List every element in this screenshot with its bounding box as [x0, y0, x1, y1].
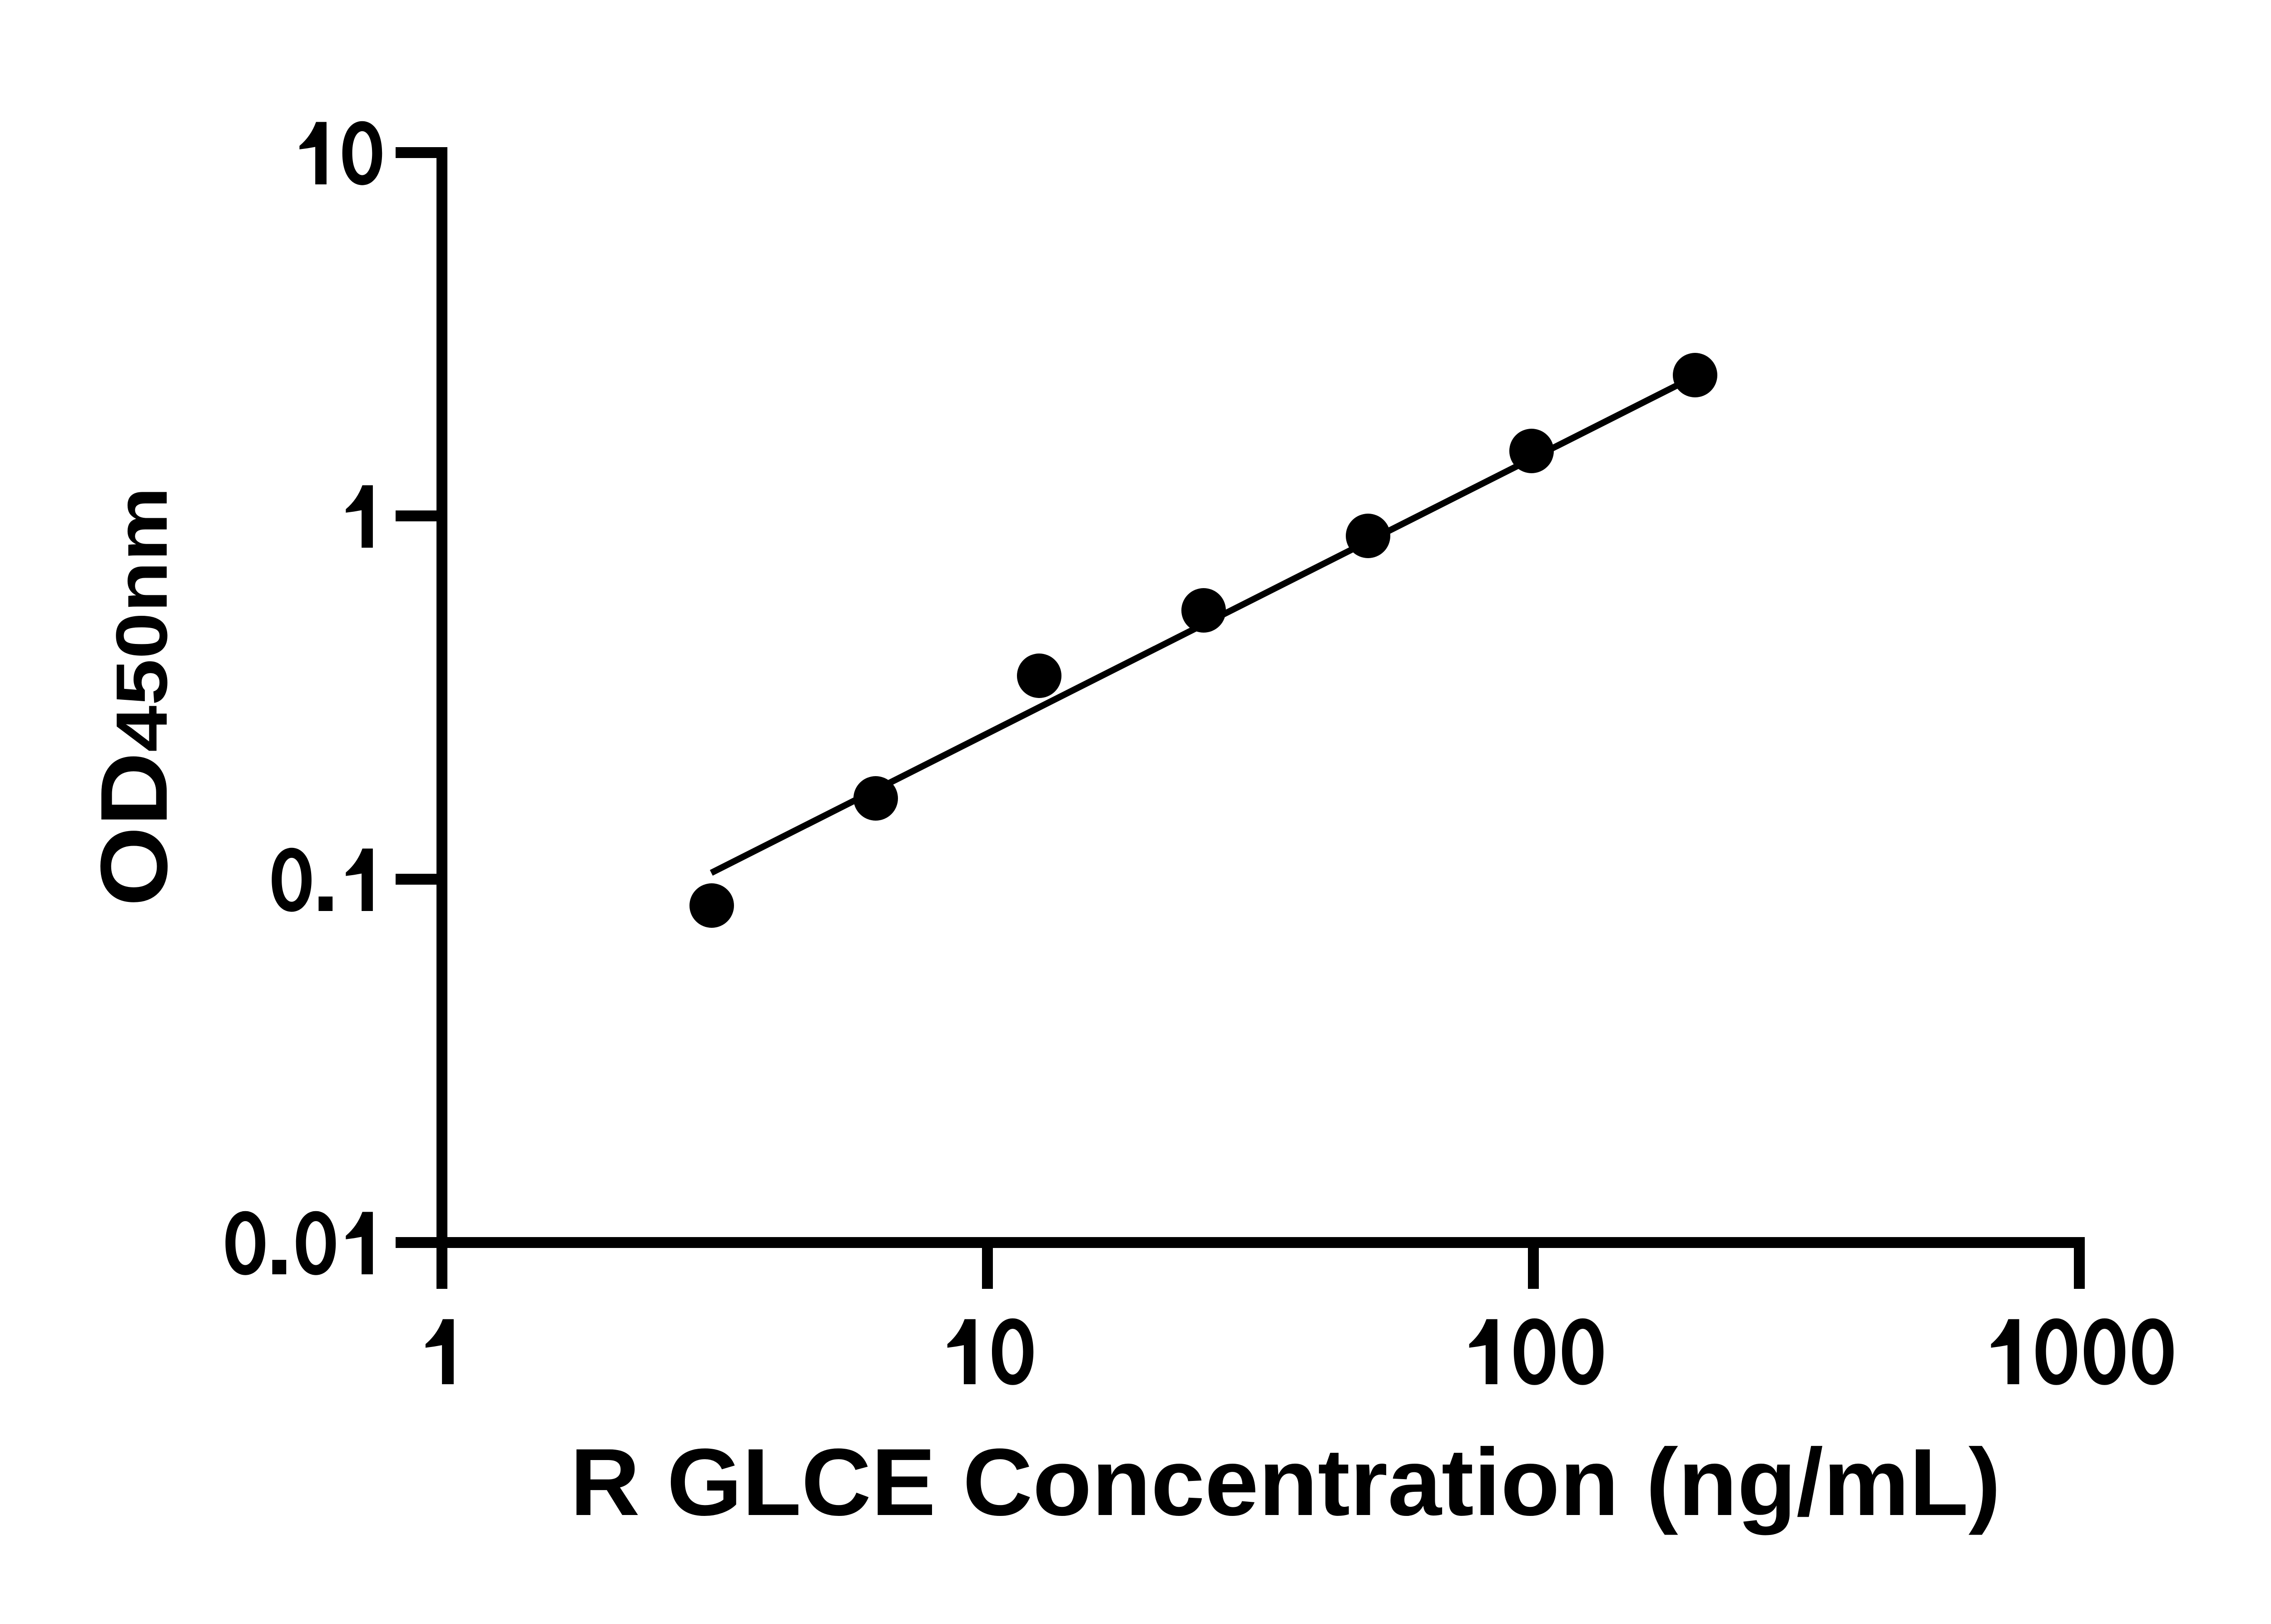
svg-text:OD450nm: OD450nm: [81, 487, 187, 906]
svg-text:R GLCE Concentration (ng/mL): R GLCE Concentration (ng/mL): [570, 1429, 2001, 1535]
